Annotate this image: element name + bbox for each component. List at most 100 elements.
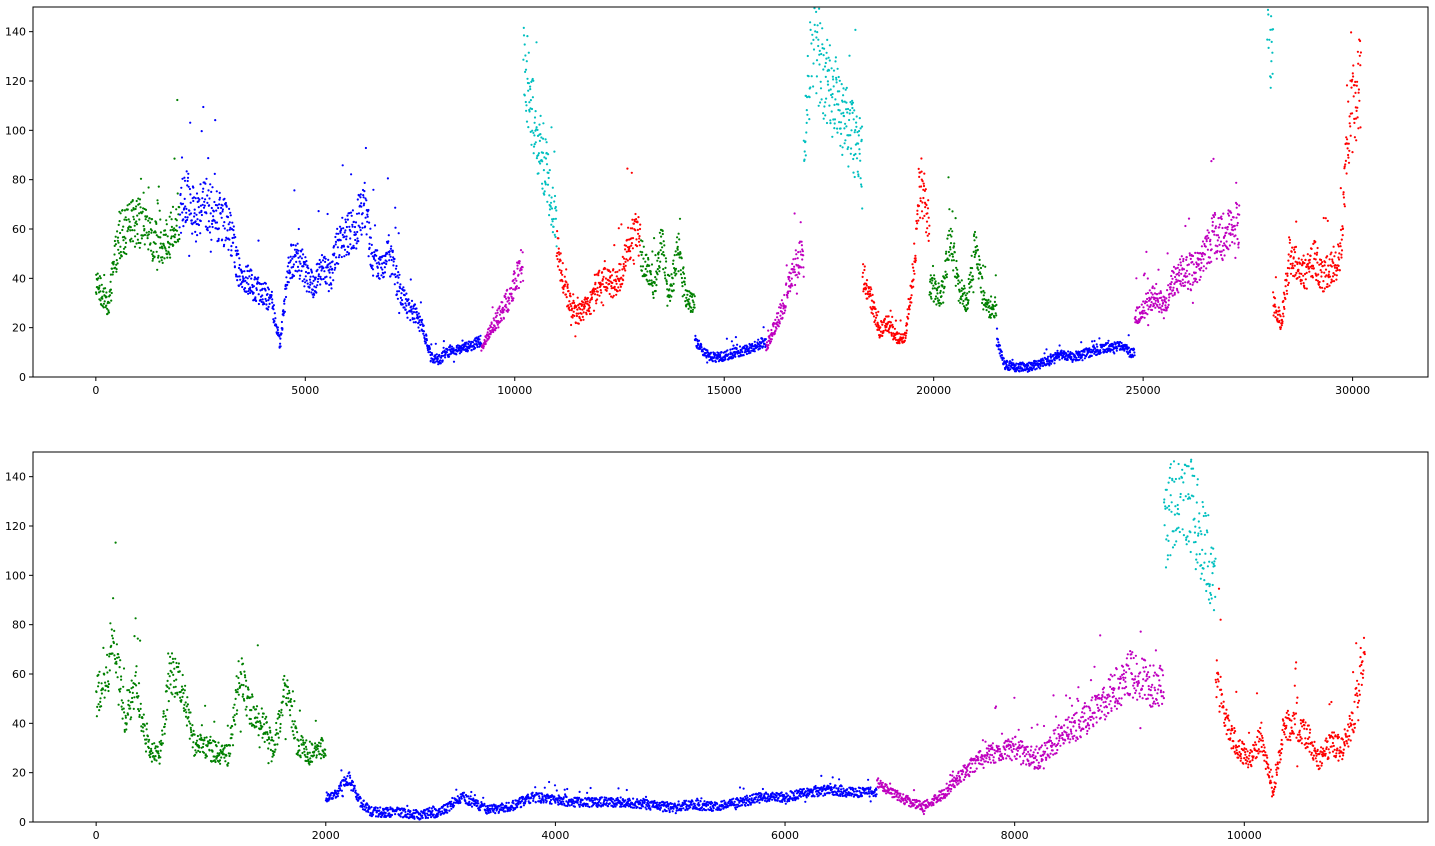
data-point — [1175, 278, 1178, 281]
data-point — [1344, 159, 1347, 162]
data-point — [318, 258, 321, 262]
data-point — [199, 183, 202, 186]
data-point — [662, 251, 665, 254]
data-point — [438, 353, 441, 357]
data-point — [189, 711, 192, 714]
data-point — [1300, 279, 1303, 282]
data-point — [663, 244, 666, 247]
data-point — [117, 241, 120, 244]
data-point — [221, 208, 224, 211]
data-point — [119, 250, 122, 254]
data-point — [98, 286, 101, 290]
data-point — [218, 203, 221, 206]
data-point — [1156, 297, 1159, 300]
data-point — [821, 43, 824, 46]
data-point — [142, 191, 145, 194]
data-point — [978, 258, 981, 261]
data-point — [958, 290, 961, 293]
data-point — [729, 348, 732, 351]
data-point — [890, 334, 893, 337]
data-point — [1351, 151, 1354, 154]
data-point — [582, 301, 585, 304]
data-point — [805, 131, 808, 134]
data-point — [853, 131, 856, 134]
data-point — [620, 276, 623, 279]
data-point — [689, 309, 693, 312]
data-point — [204, 753, 207, 756]
data-point — [670, 295, 673, 298]
data-point — [929, 295, 933, 298]
data-point — [209, 183, 212, 186]
data-point — [317, 210, 320, 213]
data-point — [237, 284, 240, 287]
data-point — [103, 300, 106, 303]
data-point — [1304, 258, 1307, 261]
data-point — [766, 346, 770, 349]
data-point — [170, 691, 173, 694]
data-point — [1347, 100, 1350, 103]
data-point — [201, 190, 204, 193]
data-point — [188, 209, 191, 212]
data-point — [923, 172, 926, 175]
data-point — [218, 198, 221, 201]
data-point — [826, 83, 830, 86]
data-point — [210, 206, 213, 210]
data-point — [917, 167, 920, 170]
data-point — [839, 121, 843, 124]
data-point — [169, 683, 172, 686]
data-point — [1090, 348, 1093, 351]
data-point — [626, 259, 629, 262]
data-point — [333, 263, 337, 266]
data-point — [192, 196, 196, 199]
data-point — [810, 42, 813, 45]
data-point — [565, 296, 568, 299]
data-point — [134, 235, 137, 238]
data-point — [191, 724, 194, 727]
data-point — [914, 257, 917, 260]
data-point — [884, 329, 887, 332]
data-point — [1154, 299, 1157, 302]
data-point — [1001, 358, 1004, 361]
data-point — [562, 291, 565, 294]
data-point — [1312, 264, 1315, 268]
data-point — [145, 728, 148, 731]
data-point — [758, 347, 762, 350]
data-point — [1316, 261, 1319, 264]
data-point — [177, 662, 180, 665]
data-point — [189, 722, 192, 725]
data-point — [1288, 267, 1291, 270]
data-point — [145, 231, 148, 234]
data-point — [210, 190, 213, 193]
data-point — [592, 309, 596, 312]
data-point — [949, 227, 952, 230]
data-point — [919, 216, 922, 219]
data-point — [228, 207, 231, 210]
data-point — [913, 272, 916, 275]
data-point — [1323, 264, 1326, 267]
data-point — [618, 269, 621, 272]
data-point — [130, 237, 133, 240]
data-point — [663, 254, 666, 257]
data-point — [159, 756, 162, 759]
data-point — [131, 229, 134, 232]
data-point — [699, 347, 702, 350]
data-point — [677, 270, 680, 273]
data-point — [1212, 157, 1215, 160]
data-point — [1127, 346, 1130, 349]
data-point — [184, 708, 187, 711]
data-point — [1282, 291, 1285, 294]
data-point — [1053, 359, 1056, 362]
data-point — [186, 216, 189, 219]
data-point — [455, 353, 458, 356]
data-point — [785, 282, 788, 285]
data-point — [510, 295, 513, 298]
data-point — [730, 340, 734, 343]
data-point — [579, 308, 582, 311]
data-point — [163, 732, 166, 735]
data-point — [618, 279, 621, 283]
data-point — [638, 237, 641, 240]
data-point — [255, 288, 258, 291]
data-point — [656, 268, 659, 271]
data-point — [996, 338, 1000, 341]
data-point — [142, 713, 145, 716]
